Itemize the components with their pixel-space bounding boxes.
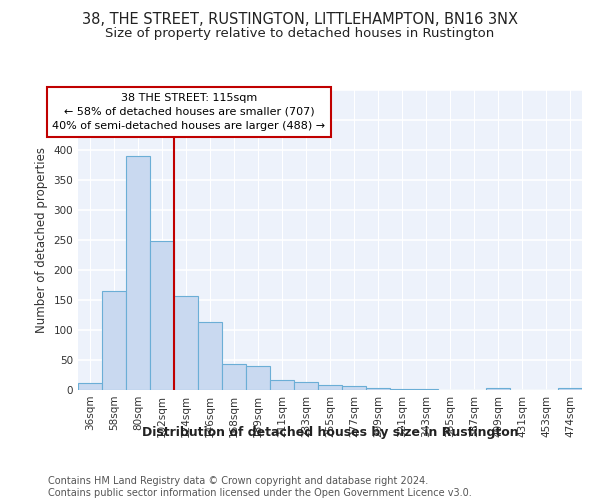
Bar (126, 156, 150, 390)
Bar (150, 241, 174, 390)
Text: 38 THE STREET: 115sqm
← 58% of detached houses are smaller (707)
40% of semi-det: 38 THE STREET: 115sqm ← 58% of detached … (52, 93, 325, 131)
Bar (222, 364, 246, 390)
Text: Contains HM Land Registry data © Crown copyright and database right 2024.
Contai: Contains HM Land Registry data © Crown c… (48, 476, 472, 498)
Bar (294, 382, 318, 390)
Text: Size of property relative to detached houses in Rustington: Size of property relative to detached ho… (106, 28, 494, 40)
Bar (366, 388, 390, 390)
Bar (318, 384, 342, 390)
Bar (246, 366, 270, 390)
Bar (78, 383, 102, 390)
Bar (558, 388, 582, 390)
Bar (102, 291, 126, 390)
Bar (270, 380, 294, 390)
Text: Distribution of detached houses by size in Rustington: Distribution of detached houses by size … (142, 426, 518, 439)
Text: 38, THE STREET, RUSTINGTON, LITTLEHAMPTON, BN16 3NX: 38, THE STREET, RUSTINGTON, LITTLEHAMPTO… (82, 12, 518, 28)
Bar (198, 322, 222, 390)
Bar (342, 386, 366, 390)
Bar (486, 388, 510, 390)
Bar (174, 296, 198, 390)
Y-axis label: Number of detached properties: Number of detached properties (35, 147, 48, 333)
